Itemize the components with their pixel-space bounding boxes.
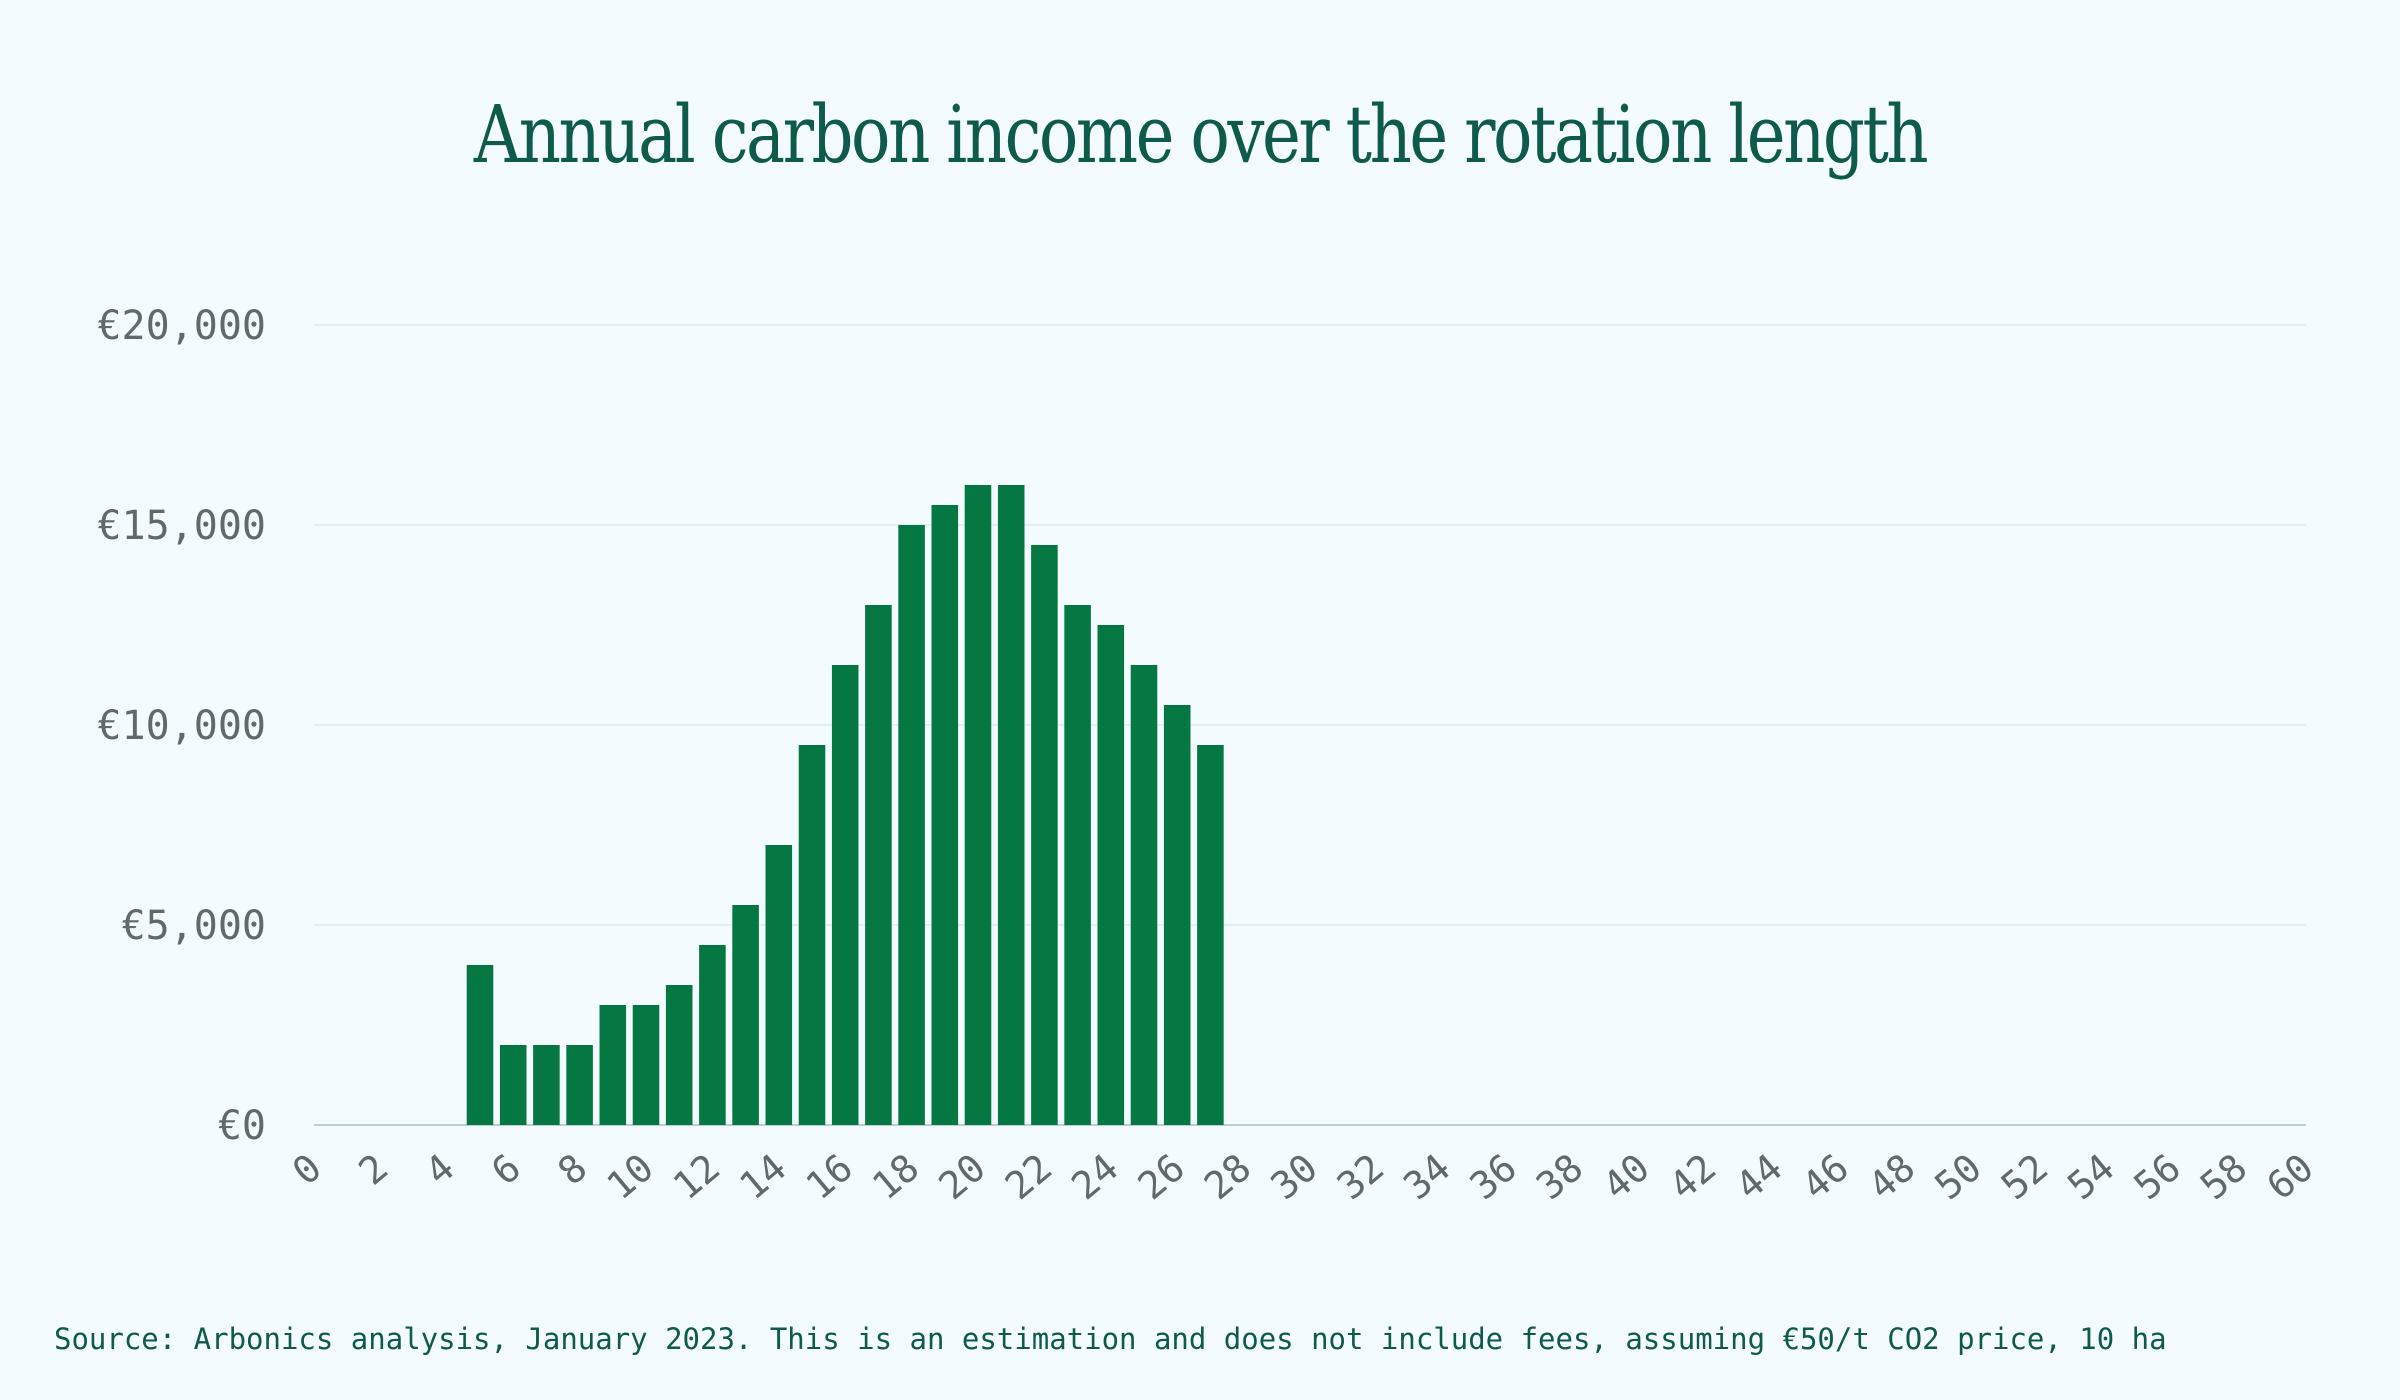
x-tick-label: 18 [864, 1145, 927, 1208]
x-tick-label: 14 [731, 1145, 794, 1208]
x-tick-label: 6 [483, 1145, 529, 1193]
x-tick-label: 28 [1196, 1145, 1259, 1208]
x-tick-label: 24 [1063, 1145, 1126, 1208]
x-tick-label: 60 [2258, 1145, 2321, 1208]
x-tick-label: 26 [1130, 1145, 1193, 1208]
x-tick-label: 50 [1926, 1145, 1989, 1208]
bar [566, 1045, 593, 1125]
x-tick-label: 48 [1860, 1145, 1923, 1208]
bar [898, 525, 925, 1125]
x-tick-label: 58 [2192, 1145, 2255, 1208]
bar [1197, 745, 1224, 1125]
bar [599, 1005, 627, 1125]
x-tick-label: 54 [2059, 1145, 2122, 1208]
bar [831, 665, 859, 1125]
bar [1031, 545, 1058, 1125]
bar [632, 1005, 660, 1125]
bar [466, 965, 494, 1125]
bar [1163, 705, 1191, 1125]
bar [1130, 665, 1158, 1125]
bar [765, 845, 793, 1125]
x-tick-label: 38 [1528, 1145, 1591, 1208]
x-tick-label: 16 [798, 1145, 861, 1208]
x-tick-label: 30 [1262, 1145, 1325, 1208]
bar [732, 905, 759, 1125]
x-axis-ticks: 0 2 4 6 8 10 12 14 16 18 20 22 24 26 28 30 32 34 36 38 40 42 4… [284, 1145, 2322, 1208]
x-tick-label: 10 [598, 1145, 661, 1208]
bar [665, 985, 693, 1125]
x-tick-label: 46 [1794, 1145, 1857, 1208]
x-tick-label: 34 [1395, 1145, 1458, 1208]
chart-title: Annual carbon income over the rotation l… [473, 88, 1929, 181]
x-tick-label: 12 [665, 1145, 728, 1208]
x-tick-label: 0 [284, 1145, 330, 1193]
x-tick-label: 36 [1462, 1145, 1525, 1208]
y-axis-ticks: €0 €5,000 €10,000 €15,000 €20,000 [97, 303, 266, 1149]
bar [499, 1045, 527, 1125]
y-tick-label: €15,000 [97, 503, 266, 549]
bar [997, 485, 1025, 1125]
y-tick-label: €5,000 [122, 903, 267, 949]
bar [533, 1045, 560, 1125]
source-note: Source: Arbonics analysis, January 2023.… [54, 1322, 2167, 1356]
bars [466, 485, 1224, 1125]
x-tick-label: 56 [2126, 1145, 2189, 1208]
x-tick-label: 2 [350, 1145, 396, 1193]
x-tick-label: 8 [550, 1145, 596, 1193]
x-tick-label: 32 [1329, 1145, 1392, 1208]
x-tick-label: 40 [1594, 1145, 1657, 1208]
bar [798, 745, 826, 1125]
y-tick-label: €0 [218, 1103, 266, 1149]
x-tick-label: 20 [930, 1145, 993, 1208]
bar [964, 485, 992, 1125]
x-tick-label: 4 [417, 1145, 463, 1193]
bar [1064, 605, 1091, 1125]
y-tick-label: €10,000 [97, 703, 266, 749]
x-tick-label: 44 [1727, 1145, 1790, 1208]
bar [865, 605, 892, 1125]
x-tick-label: 42 [1661, 1145, 1724, 1208]
bar [1097, 625, 1125, 1125]
x-tick-label: 22 [997, 1145, 1060, 1208]
bar [931, 505, 959, 1125]
y-tick-label: €20,000 [97, 303, 266, 349]
x-tick-label: 52 [1993, 1145, 2056, 1208]
bar [699, 945, 726, 1125]
